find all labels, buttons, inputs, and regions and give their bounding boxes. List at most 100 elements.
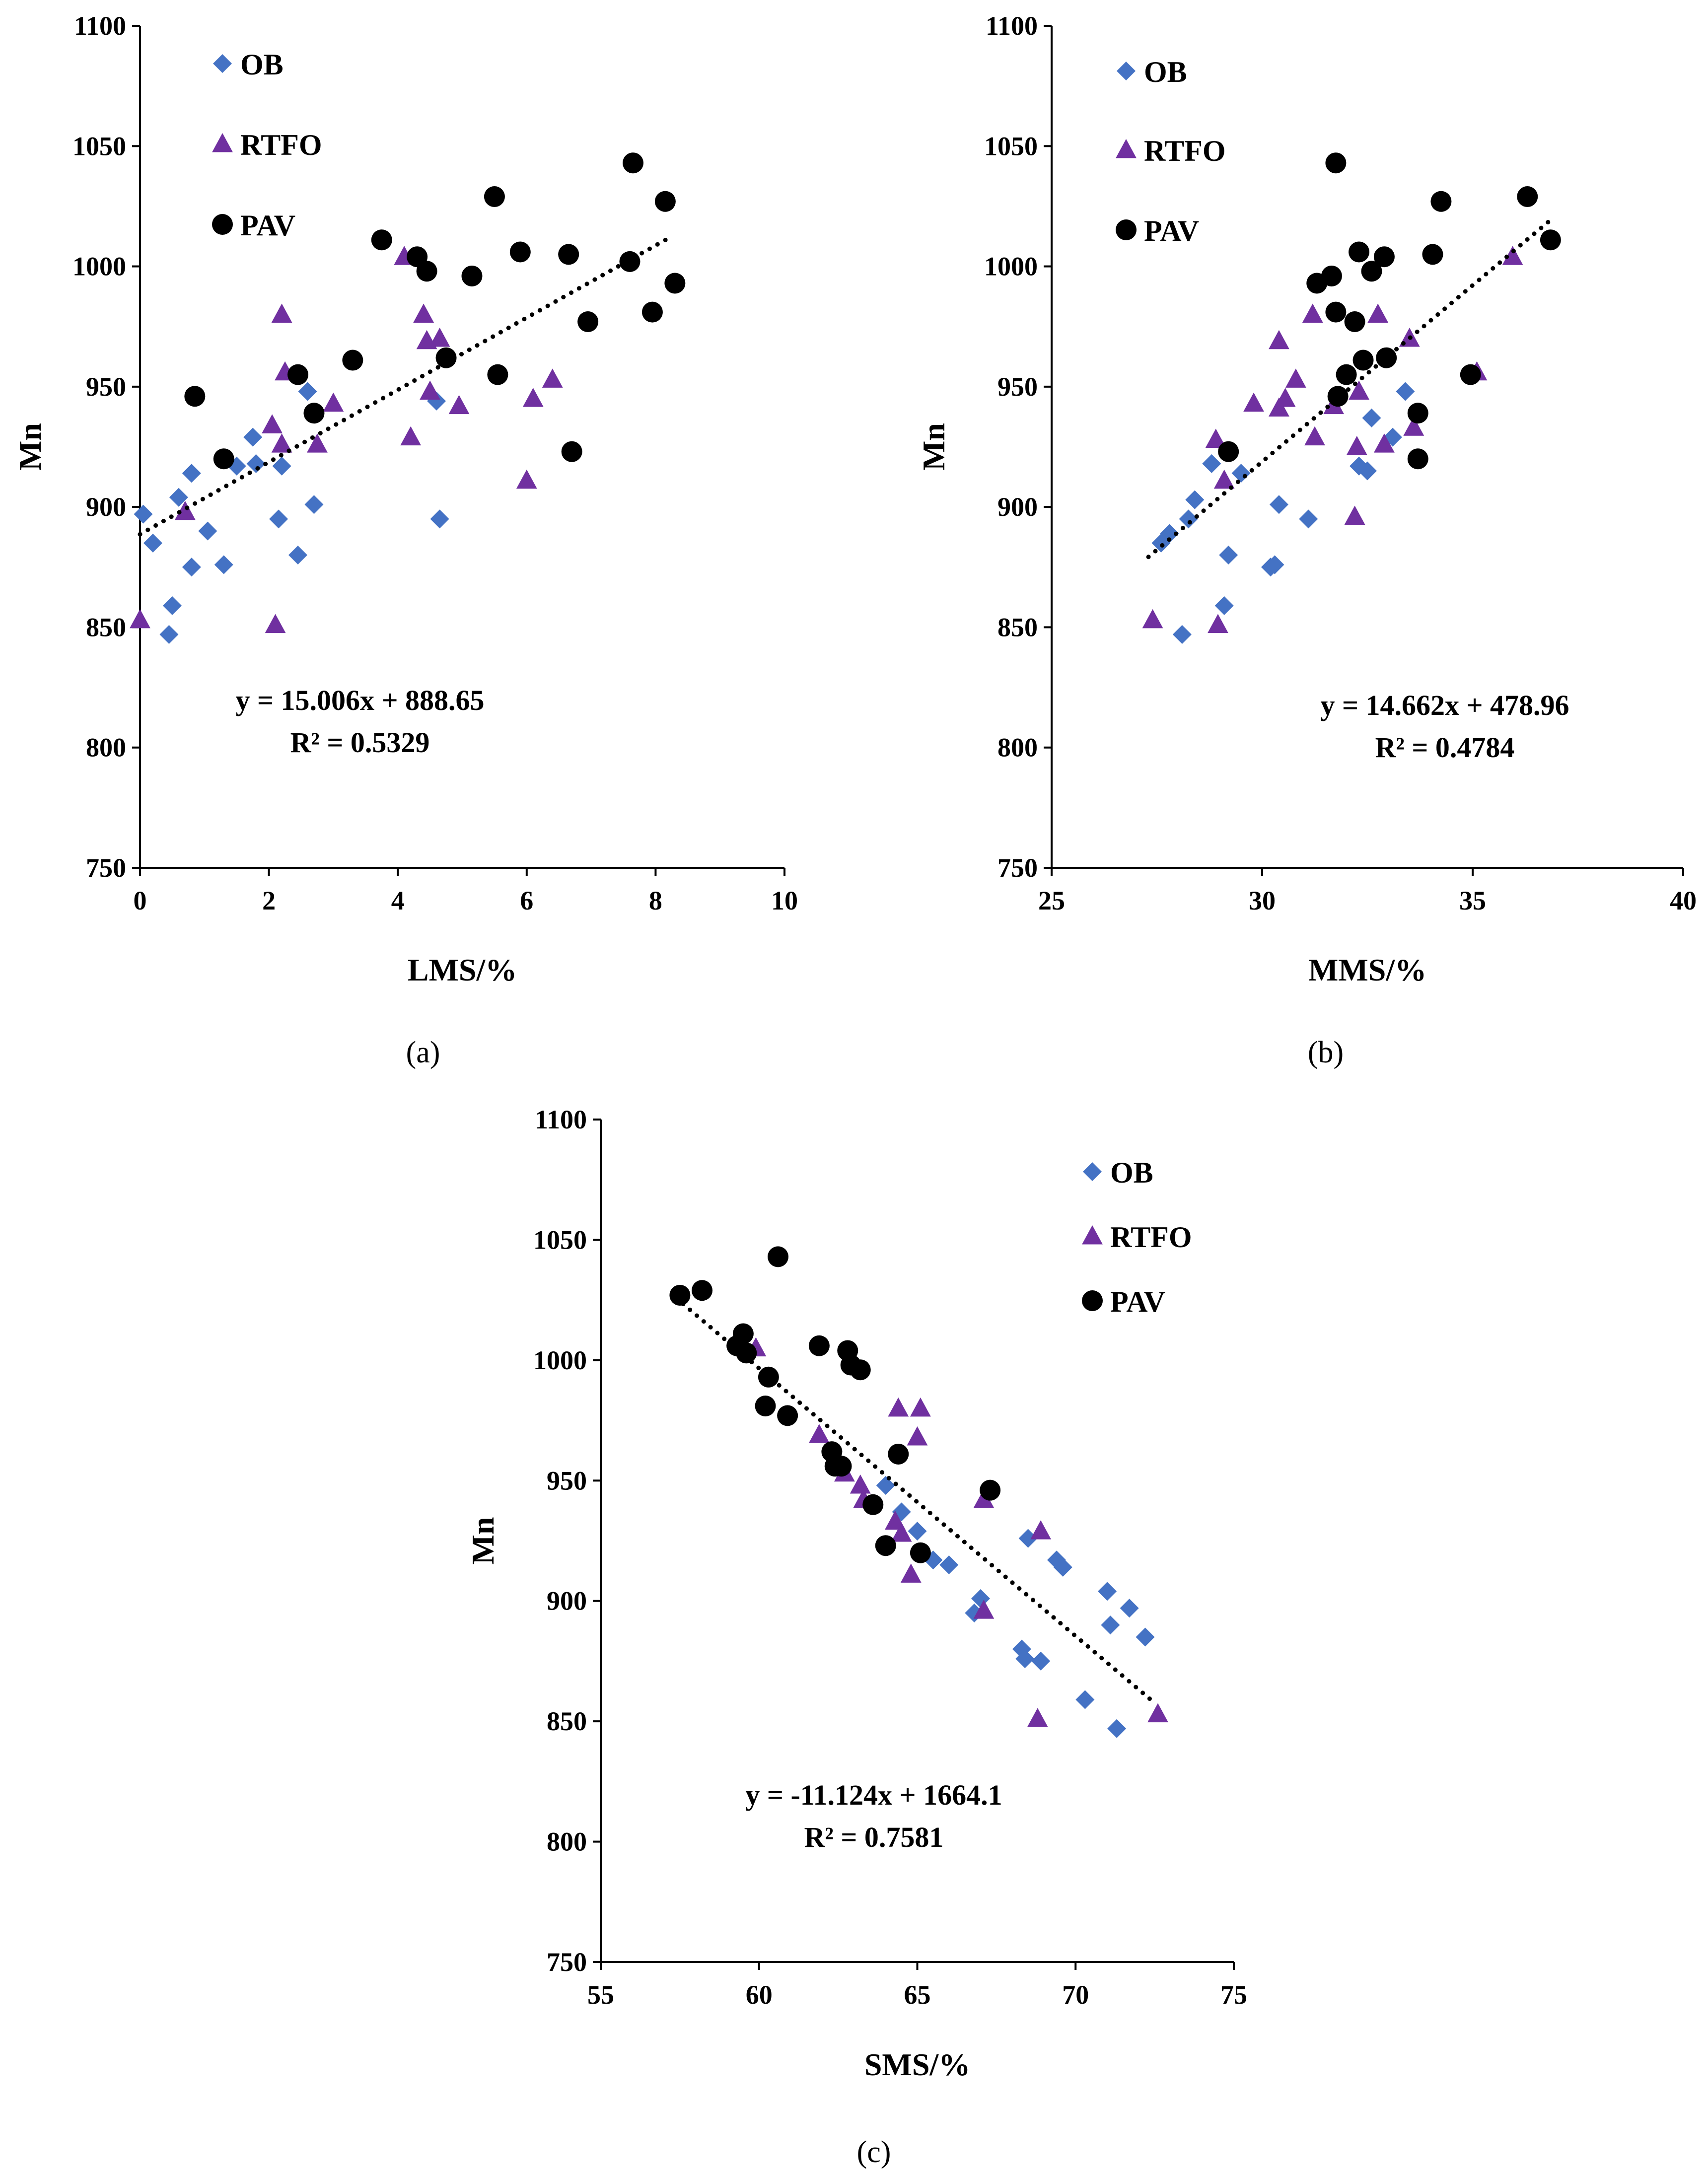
data-point-pav: [303, 403, 325, 424]
data-point-ob: [1172, 625, 1192, 644]
data-point-pav: [287, 364, 309, 385]
data-point-rtfo: [307, 433, 328, 453]
data-point-pav: [1407, 448, 1428, 470]
data-point-rtfo: [429, 327, 450, 347]
data-point-pav: [736, 1342, 757, 1364]
legend-label-ob: OB: [1144, 56, 1187, 88]
data-point-pav: [184, 386, 206, 407]
x-tick-label: 2: [262, 886, 276, 915]
data-point-ob: [159, 625, 179, 644]
panel-caption: (c): [857, 2135, 891, 2169]
data-point-ob: [134, 504, 153, 524]
y-tick-label: 1000: [72, 252, 126, 281]
panel-caption: (b): [1308, 1036, 1344, 1069]
data-point-rtfo: [850, 1474, 871, 1494]
data-point-pav: [777, 1405, 798, 1426]
x-tick-label: 70: [1062, 1980, 1089, 2010]
data-point-pav: [654, 191, 676, 212]
y-tick-label: 750: [997, 853, 1038, 883]
y-axis-label: Mn: [465, 1517, 500, 1565]
data-point-pav: [1517, 186, 1538, 208]
data-point-rtfo: [420, 380, 440, 400]
y-tick-label: 750: [547, 1947, 587, 1977]
data-point-rtfo: [1243, 392, 1264, 412]
data-point-pav: [509, 241, 531, 263]
data-point-pav: [342, 350, 363, 371]
y-tick-label: 1100: [535, 1105, 587, 1134]
data-point-rtfo: [174, 500, 196, 520]
data-point-pav: [1373, 246, 1395, 268]
legend-marker-rtfo: [212, 133, 233, 152]
x-tick-label: 25: [1038, 886, 1065, 915]
data-point-ob: [1160, 524, 1179, 543]
data-point-rtfo: [1027, 1708, 1048, 1727]
data-point-ob: [182, 558, 201, 577]
y-axis-label: Mn: [916, 423, 951, 471]
trendline: [1146, 216, 1555, 560]
series-ob: [134, 382, 449, 644]
data-point-rtfo: [448, 395, 470, 415]
data-point-ob: [1396, 382, 1415, 401]
data-point-ob: [1299, 509, 1318, 529]
data-point-ob: [939, 1555, 959, 1574]
legend-label-pav: PAV: [1110, 1285, 1165, 1318]
x-tick-label: 55: [587, 1980, 614, 2010]
panel-caption: (a): [406, 1036, 440, 1069]
data-point-ob: [269, 509, 288, 529]
data-point-ob: [1202, 454, 1221, 473]
legend-marker-pav: [1082, 1290, 1103, 1311]
data-point-ob: [1015, 1649, 1035, 1669]
data-point-pav: [622, 152, 643, 174]
series-pav: [1218, 152, 1561, 470]
y-axis-label: Mn: [12, 423, 48, 471]
data-point-rtfo: [271, 433, 292, 453]
data-point-ob: [1107, 1719, 1127, 1738]
data-point-rtfo: [907, 1426, 928, 1446]
data-point-rtfo: [1275, 388, 1296, 407]
data-point-rtfo: [323, 392, 344, 412]
legend-marker-ob: [1117, 62, 1136, 80]
data-point-rtfo: [1344, 505, 1365, 525]
data-point-pav: [1327, 386, 1349, 407]
data-point-pav: [888, 1443, 909, 1465]
x-tick-label: 4: [391, 886, 405, 915]
data-point-rtfo: [1346, 436, 1367, 455]
x-tick-label: 8: [649, 886, 662, 915]
y-tick-label: 950: [547, 1466, 587, 1495]
y-tick-label: 800: [547, 1827, 587, 1857]
data-point-ob: [243, 427, 263, 447]
series-pav: [669, 1246, 1001, 1563]
data-point-ob: [143, 533, 162, 553]
y-tick-label: 900: [997, 492, 1038, 522]
data-point-pav: [416, 261, 437, 282]
y-tick-label: 1000: [533, 1345, 587, 1375]
legend: OB RTFO PAV: [1116, 56, 1226, 247]
data-point-pav: [875, 1535, 896, 1556]
data-point-ob: [1098, 1582, 1117, 1601]
series-ob: [1151, 382, 1415, 644]
legend-label-ob: OB: [1110, 1156, 1153, 1189]
trendline-equation: y = 15.006x + 888.65: [235, 684, 484, 716]
data-point-pav: [435, 347, 457, 368]
data-point-pav: [1218, 441, 1239, 462]
data-point-rtfo: [1374, 433, 1395, 453]
x-axis-label: LMS/%: [408, 952, 517, 987]
data-point-ob: [162, 596, 182, 615]
chart-panel-c: 750 800 850 900 950 1000 1050 1100 55 60 65 70 75 SMS…: [465, 1105, 1247, 2169]
data-point-pav: [862, 1494, 884, 1515]
legend-label-rtfo: RTFO: [240, 129, 322, 161]
x-tick-label: 10: [771, 886, 798, 915]
data-point-ob: [288, 546, 308, 565]
data-point-rtfo: [413, 303, 434, 323]
data-point-ob: [1219, 546, 1238, 565]
data-point-pav: [664, 273, 686, 294]
data-point-pav: [692, 1280, 712, 1301]
data-point-ob: [1031, 1651, 1051, 1671]
x-tick-label: 75: [1220, 1980, 1247, 2010]
data-point-ob: [876, 1475, 895, 1495]
r-squared-label: R² = 0.4784: [1375, 731, 1515, 764]
data-point-pav: [641, 301, 663, 323]
legend-marker-ob: [1083, 1162, 1102, 1181]
y-tick-label: 800: [86, 733, 126, 763]
